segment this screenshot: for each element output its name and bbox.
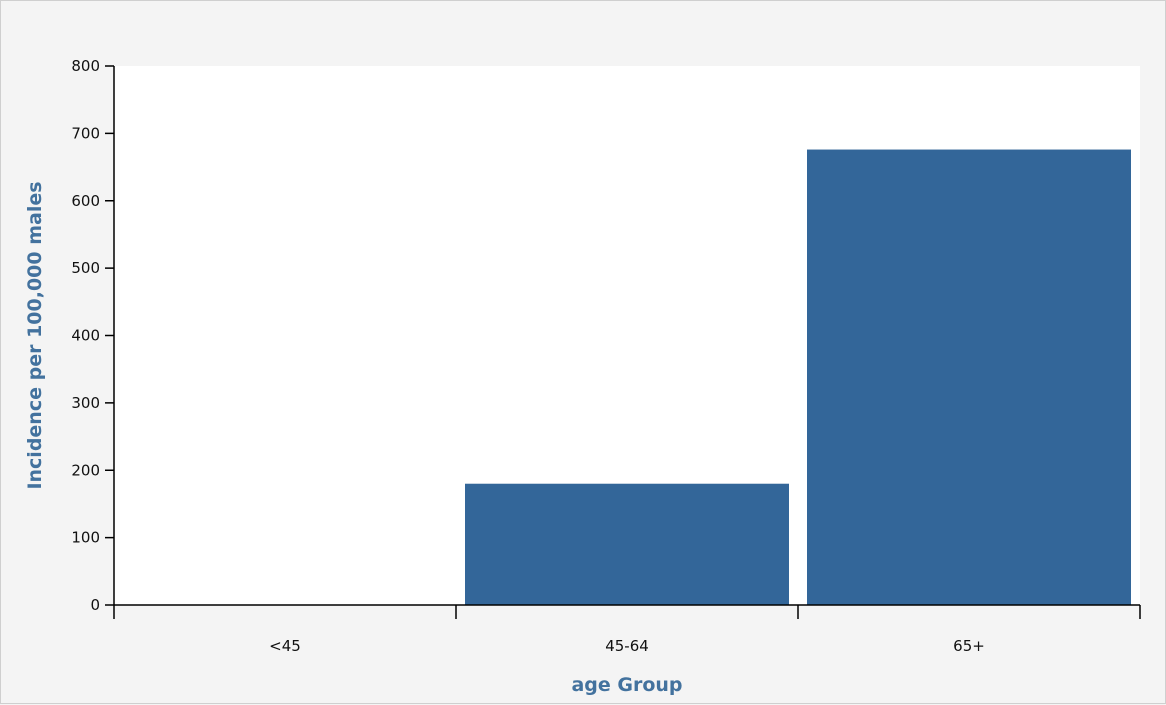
y-tick-label: 100 — [71, 529, 100, 547]
y-tick-label: 0 — [90, 596, 100, 614]
y-tick-label: 800 — [71, 57, 100, 75]
bar-65+ — [807, 149, 1131, 606]
x-tick-label: <45 — [269, 637, 301, 655]
x-axis: <45 45-64 65+ — [113, 604, 1141, 655]
x-tick-label: 45-64 — [605, 637, 649, 655]
x-tick-label: 65+ — [953, 637, 985, 655]
y-tick-label: 600 — [71, 192, 100, 210]
y-axis-title: Incidence per 100,000 males — [24, 181, 46, 489]
y-tick-label: 400 — [71, 327, 100, 345]
bar-45-64 — [465, 483, 789, 605]
bars-group — [465, 149, 1131, 606]
y-tick-label: 500 — [71, 259, 100, 277]
y-tick-label: 700 — [71, 124, 100, 142]
y-axis: 0 100 200 300 400 500 600 700 800 — [71, 57, 115, 614]
y-tick-label: 200 — [71, 461, 100, 479]
y-tick-label: 300 — [71, 394, 100, 412]
x-axis-title: age Group — [571, 674, 682, 696]
